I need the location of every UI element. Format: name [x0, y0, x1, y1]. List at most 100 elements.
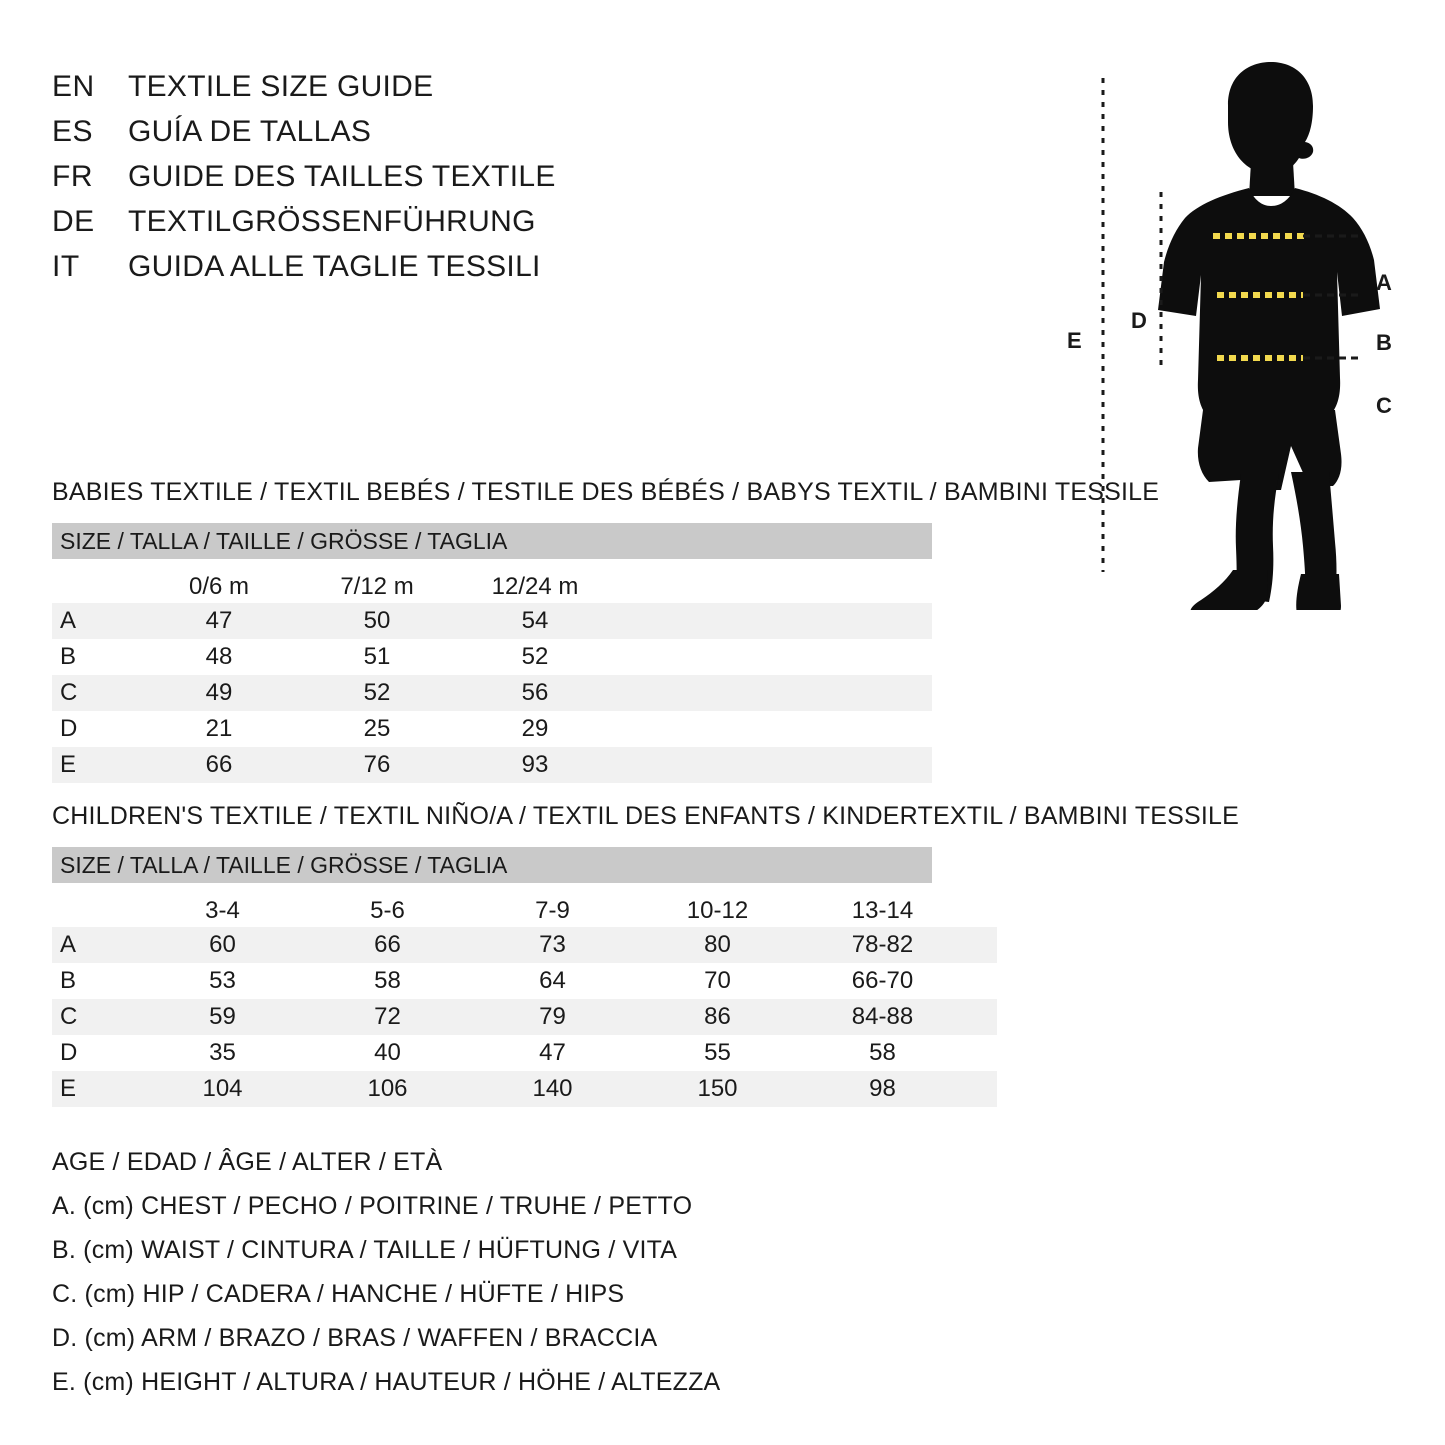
language-title: TEXTILE SIZE GUIDE	[128, 70, 434, 103]
table-column-header: 13-14	[851, 897, 914, 924]
table-cell: 66-70	[851, 967, 914, 994]
children-size-table: 3-4 5-6 7-9 10-12 13-14 A 60 66 73 80 78-82 B 53 58 64…	[52, 883, 997, 1107]
language-row: EN TEXTILE SIZE GUIDE	[52, 70, 692, 115]
child-silhouette-diagram	[1101, 62, 1380, 610]
table-corner-cell	[52, 883, 140, 927]
language-code: IT	[52, 250, 80, 283]
language-title: TEXTILGRÖSSENFÜHRUNG	[128, 205, 536, 238]
table-cell: 52	[298, 675, 456, 711]
table-row-label: E	[52, 747, 140, 783]
table-column-header: 12/24 m	[491, 573, 579, 600]
table-row: C 49 52 56	[52, 675, 932, 711]
language-title: GUIDA ALLE TAGLIE TESSILI	[128, 250, 541, 283]
table-spacer-cell	[614, 639, 932, 675]
table-column-header-row: 0/6 m 7/12 m 12/24 m	[52, 559, 932, 603]
table-column-header: 3-4	[205, 897, 240, 924]
table-column-header: 0/6 m	[188, 573, 250, 600]
table-cell: 60	[140, 927, 305, 963]
measurement-figure-panel: E D A B C	[1045, 50, 1445, 610]
language-header-block: EN TEXTILE SIZE GUIDE ES GUÍA DE TALLAS FR GU…	[52, 70, 692, 295]
table-row-label: C	[52, 999, 140, 1035]
table-cell: 140	[470, 1071, 635, 1107]
dimension-label-c: C	[1376, 393, 1392, 418]
table-cell: 56	[456, 675, 614, 711]
table-cell: 51	[363, 643, 391, 670]
table-row: C 59 72 79 86 84-88	[52, 999, 997, 1035]
babies-size-band: SIZE / TALLA / TAILLE / GRÖSSE / TAGLIA	[52, 523, 932, 559]
measurement-legend: AGE / EDAD / ÂGE / ALTER / ETÀ A. (cm) CH…	[52, 1140, 852, 1404]
language-code: DE	[52, 205, 95, 238]
table-row: D 35 40 47 55 58	[52, 1035, 997, 1071]
language-row: IT GUIDA ALLE TAGLIE TESSILI	[52, 250, 692, 295]
legend-line: AGE / EDAD / ÂGE / ALTER / ETÀ	[52, 1148, 443, 1176]
table-cell: 70	[704, 967, 731, 994]
table-cell: 66	[140, 747, 298, 783]
babies-size-table: 0/6 m 7/12 m 12/24 m A 47 50 54 B 48 51 52 C 49 52 56 D…	[52, 559, 932, 783]
table-row-label: E	[52, 1071, 140, 1107]
table-cell: 40	[374, 1039, 401, 1066]
table-row: D 21 25 29	[52, 711, 932, 747]
table-spacer-cell	[965, 999, 997, 1035]
table-cell: 48	[205, 643, 233, 670]
table-cell: 73	[470, 927, 635, 963]
table-cell: 54	[456, 603, 614, 639]
table-cell: 58	[374, 967, 401, 994]
table-cell: 50	[298, 603, 456, 639]
children-size-band: SIZE / TALLA / TAILLE / GRÖSSE / TAGLIA	[52, 847, 932, 883]
dimension-label-b: B	[1376, 330, 1392, 355]
table-cell: 150	[635, 1071, 800, 1107]
table-spacer-cell	[965, 1035, 997, 1071]
table-cell: 78-82	[800, 927, 965, 963]
table-spacer-cell	[965, 883, 997, 927]
children-section-title: CHILDREN'S TEXTILE / TEXTIL NIÑO/A / TEX…	[52, 802, 1240, 830]
table-column-header: 5-6	[370, 897, 405, 924]
table-cell: 93	[456, 747, 614, 783]
table-row: B 53 58 64 70 66-70	[52, 963, 997, 999]
table-corner-cell	[52, 559, 140, 603]
table-row: E 66 76 93	[52, 747, 932, 783]
language-row: FR GUIDE DES TAILLES TEXTILE	[52, 160, 692, 205]
table-cell: 104	[140, 1071, 305, 1107]
language-code: FR	[52, 160, 93, 193]
table-row-label: B	[60, 643, 77, 670]
language-code: ES	[52, 115, 94, 148]
table-spacer-cell	[614, 711, 932, 747]
dimension-label-e: E	[1067, 328, 1082, 353]
children-textile-section: CHILDREN'S TEXTILE / TEXTIL NIÑO/A / TEX…	[52, 802, 1240, 1107]
legend-line: C. (cm) HIP / CADERA / HANCHE / HÜFTE / …	[52, 1280, 625, 1308]
table-cell: 21	[205, 715, 233, 742]
legend-line: B. (cm) WAIST / CINTURA / TAILLE / HÜFTU…	[52, 1236, 678, 1264]
table-cell: 64	[539, 967, 566, 994]
table-cell: 106	[305, 1071, 470, 1107]
language-title: GUÍA DE TALLAS	[128, 115, 372, 148]
table-spacer-cell	[965, 1071, 997, 1107]
table-column-header: 10-12	[686, 897, 749, 924]
table-cell: 55	[704, 1039, 731, 1066]
table-column-header: 7/12 m	[340, 573, 414, 600]
table-cell: 98	[800, 1071, 965, 1107]
table-cell: 35	[209, 1039, 236, 1066]
table-cell: 25	[363, 715, 391, 742]
language-row: ES GUÍA DE TALLAS	[52, 115, 692, 160]
table-cell: 47	[539, 1039, 566, 1066]
table-cell: 72	[305, 999, 470, 1035]
dimension-label-a: A	[1376, 270, 1392, 295]
table-row-label: B	[60, 967, 77, 994]
table-spacer-cell	[614, 747, 932, 783]
table-spacer-cell	[614, 603, 932, 639]
table-cell: 52	[521, 643, 549, 670]
dimension-label-d: D	[1131, 308, 1147, 333]
babies-section-title: BABIES TEXTILE / TEXTIL BEBÉS / TESTILE …	[52, 478, 1160, 506]
table-row: A 60 66 73 80 78-82	[52, 927, 997, 963]
table-row-label: A	[52, 927, 140, 963]
legend-line: E. (cm) HEIGHT / ALTURA / HAUTEUR / HÖHE…	[52, 1368, 721, 1396]
table-cell: 86	[635, 999, 800, 1035]
table-cell: 58	[869, 1039, 896, 1066]
table-cell: 66	[305, 927, 470, 963]
child-silhouette-icon	[1158, 62, 1380, 610]
table-spacer-cell	[965, 963, 997, 999]
table-spacer-cell	[965, 927, 997, 963]
table-row-label: C	[52, 675, 140, 711]
table-cell: 47	[140, 603, 298, 639]
table-spacer-cell	[614, 675, 932, 711]
